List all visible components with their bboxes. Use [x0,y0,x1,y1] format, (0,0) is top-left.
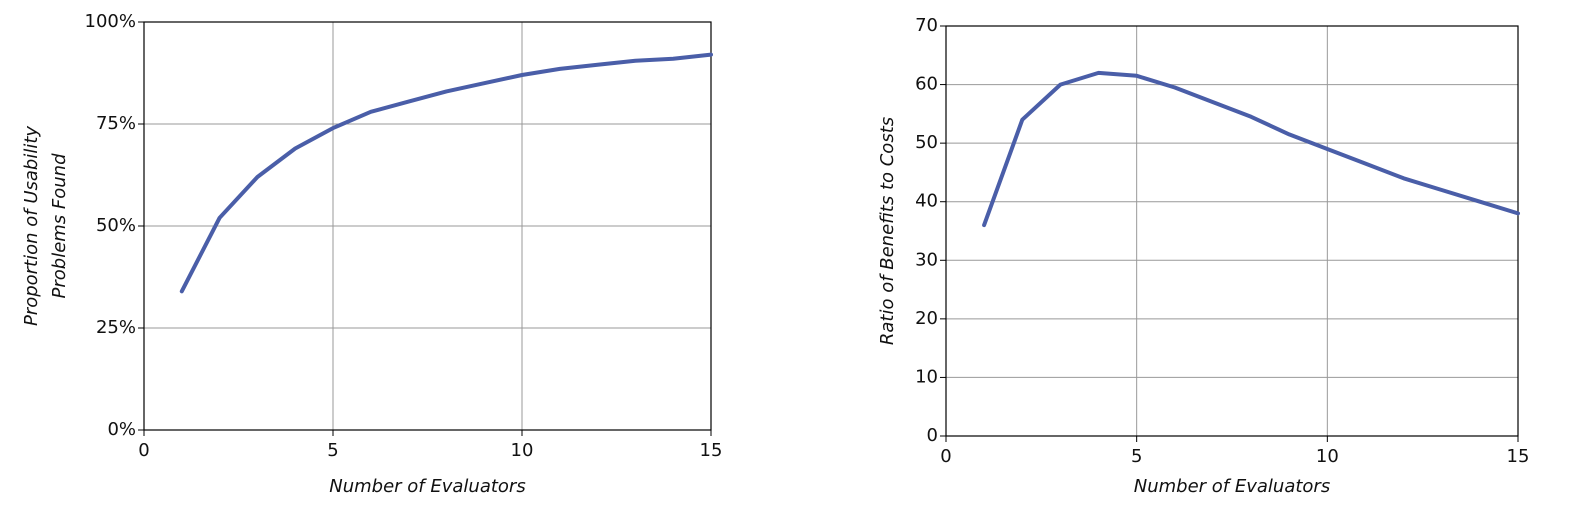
y-tick-label: 100% [85,11,136,32]
plot-frame [945,25,1519,437]
y-tick-label: 10 [915,366,938,387]
x-tick-label: 0 [940,446,951,467]
x-tick-label: 10 [511,440,534,461]
data-line [982,70,1520,228]
y-tick-label: 0% [107,419,136,440]
y-tick-label: 50 [915,132,938,153]
y-tick-label: 40 [915,191,938,212]
data-line [179,52,713,294]
x-tick-label: 10 [1316,446,1339,467]
x-tick-label: 5 [1131,446,1142,467]
x-tick-label: 0 [138,440,149,461]
y-tick-label: 0 [927,425,938,446]
x-axis-label: Number of Evaluators [1134,476,1330,497]
plot-frame [143,21,712,431]
y-tick-label: 60 [915,74,938,95]
y-axis-label: Proportion of Usability [21,126,42,326]
y-tick-label: 25% [96,317,136,338]
y-tick-label: 75% [96,113,136,134]
y-axis-label: Problems Found [49,153,70,299]
y-tick-label: 70 [915,15,938,36]
x-tick-label: 15 [700,440,723,461]
y-tick-label: 30 [915,249,938,270]
y-axis-label: Ratio of Benefits to Costs [877,117,898,345]
y-tick-label: 50% [96,215,136,236]
x-axis-label: Number of Evaluators [329,476,525,497]
x-tick-label: 15 [1507,446,1530,467]
y-tick-label: 20 [915,308,938,329]
x-tick-label: 5 [327,440,338,461]
